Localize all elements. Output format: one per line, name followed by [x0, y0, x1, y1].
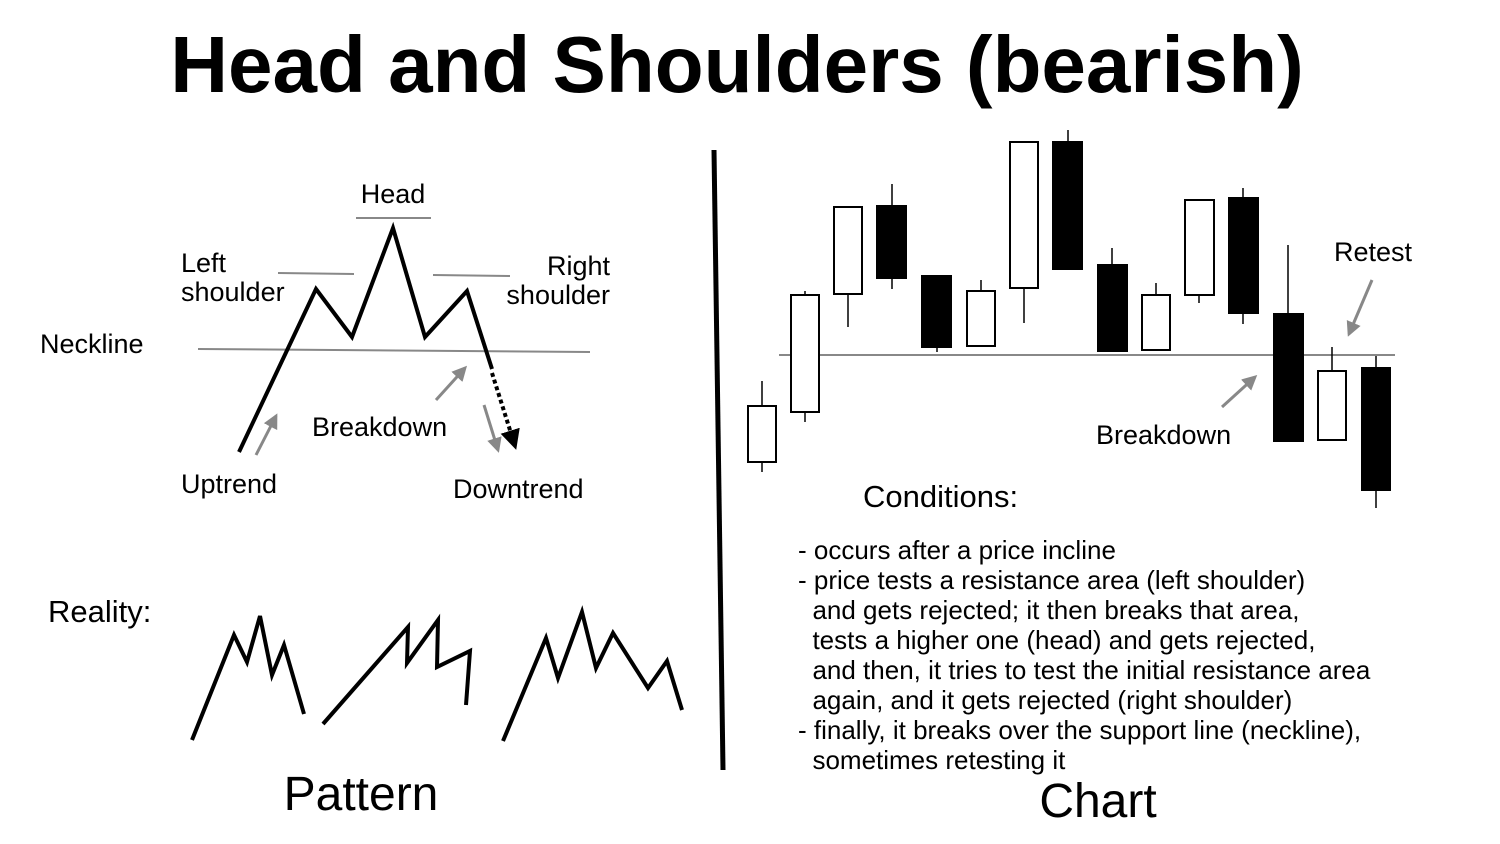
left-shoulder-label-line2: shoulder — [181, 277, 285, 307]
pattern-breakdown-arrow — [434, 365, 468, 402]
candle-4 — [876, 184, 907, 289]
pattern-caption: Pattern — [284, 768, 439, 821]
reality-label: Reality: — [48, 594, 151, 629]
uptrend-label: Uptrend — [181, 469, 277, 499]
reality-sketch-2 — [321, 613, 473, 726]
condition-line: again, and it gets rejected (right shoul… — [798, 685, 1292, 715]
reality-sketches: Reality: — [48, 594, 684, 742]
candle-14 — [1317, 347, 1347, 441]
pattern-breakdown-label: Breakdown — [312, 412, 447, 442]
condition-line: and then, it tries to test the initial r… — [798, 655, 1371, 685]
candle-15 — [1361, 356, 1391, 508]
conditions-title: Conditions: — [863, 479, 1018, 514]
retest-label: Retest — [1334, 237, 1413, 267]
candle-5 — [921, 275, 952, 352]
pattern-diagram: Head Left shoulder Right shoulder Neckli… — [40, 179, 610, 504]
pattern-neckline — [197, 348, 591, 353]
candle-6 — [966, 280, 996, 347]
right-shoulder-label-line2: shoulder — [506, 280, 610, 310]
candle-8 — [1052, 130, 1083, 270]
condition-line: - price tests a resistance area (left sh… — [798, 565, 1305, 595]
candlestick-chart: Retest Breakdown — [747, 130, 1413, 508]
neckline-label: Neckline — [40, 329, 144, 359]
page-title: Head and Shoulders (bearish) — [170, 20, 1304, 109]
condition-line: and gets rejected; it then breaks that a… — [798, 595, 1300, 625]
candle-13 — [1273, 245, 1304, 442]
condition-line: - occurs after a price incline — [798, 535, 1116, 565]
chart-breakdown-label: Breakdown — [1096, 420, 1231, 450]
candle-12 — [1228, 188, 1259, 324]
left-shoulder-mark — [277, 272, 355, 275]
chart-caption: Chart — [1039, 775, 1156, 828]
condition-line: tests a higher one (head) and gets rejec… — [798, 625, 1315, 655]
candle-9 — [1097, 248, 1128, 352]
reality-sketch-1 — [190, 615, 306, 741]
left-shoulder-label-line1: Left — [181, 248, 227, 278]
downtrend-label: Downtrend — [453, 474, 584, 504]
chart-breakdown-arrow — [1220, 374, 1258, 409]
candle-1 — [747, 381, 777, 472]
right-shoulder-mark — [432, 274, 511, 277]
retest-arrow — [1346, 279, 1374, 337]
candle-11 — [1184, 199, 1215, 303]
candle-2 — [790, 291, 820, 422]
uptrend-arrow — [254, 413, 278, 456]
section-divider — [711, 149, 726, 771]
candle-3 — [833, 206, 863, 327]
candle-10 — [1141, 283, 1171, 351]
right-shoulder-label-line1: Right — [547, 251, 611, 281]
condition-line: sometimes retesting it — [798, 745, 1066, 775]
candle-7 — [1009, 141, 1039, 323]
head-label: Head — [361, 179, 426, 209]
downtrend-arrow — [482, 404, 502, 453]
reality-sketch-3 — [501, 605, 684, 742]
pattern-price-line — [237, 221, 494, 453]
downtrend-projection — [490, 372, 520, 450]
condition-line: - finally, it breaks over the support li… — [798, 715, 1361, 745]
conditions-block: Conditions: - occurs after a price incli… — [798, 479, 1371, 775]
